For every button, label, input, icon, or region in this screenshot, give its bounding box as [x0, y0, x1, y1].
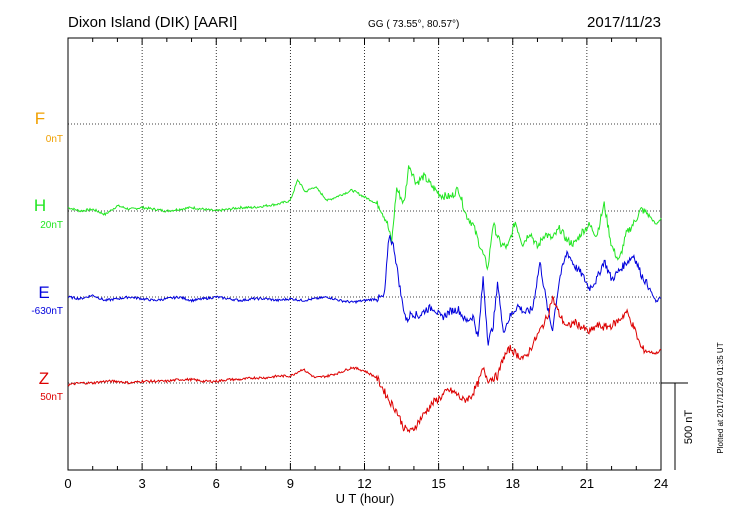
- x-tick-label: 0: [64, 476, 71, 491]
- channel-f-label: F: [35, 109, 45, 128]
- channel-e-offset: -630nT: [31, 306, 63, 317]
- series-lines: [67, 165, 662, 434]
- series-line-z: [67, 295, 662, 434]
- geographic-coords: GG ( 73.55°, 80.57°): [368, 19, 459, 30]
- x-tick-label: 3: [139, 476, 146, 491]
- grid-lines: [68, 38, 661, 470]
- x-axis-ticks: 0 3 6 9 12 15 18 21 24: [64, 38, 668, 491]
- scale-bar-label: 500 nT: [683, 410, 695, 445]
- channel-h-offset: 20nT: [40, 220, 63, 231]
- channel-z-offset: 50nT: [40, 392, 63, 403]
- x-tick-label: 6: [213, 476, 220, 491]
- channel-z-label: Z: [39, 369, 49, 388]
- x-axis-title: U T (hour): [336, 491, 395, 506]
- x-tick-label: 18: [506, 476, 520, 491]
- channel-h-label: H: [34, 196, 46, 215]
- x-tick-label: 12: [357, 476, 371, 491]
- x-tick-label: 9: [287, 476, 294, 491]
- x-tick-label: 15: [431, 476, 445, 491]
- station-title: Dixon Island (DIK) [AARI]: [68, 14, 237, 31]
- x-tick-label: 21: [580, 476, 594, 491]
- date-label: 2017/11/23: [587, 14, 661, 31]
- channel-e-label: E: [38, 283, 49, 302]
- series-line-e: [68, 235, 662, 346]
- plotted-at-note: Plotted at 2017/12/24 01:35 UT: [716, 342, 725, 453]
- series-line-h: [67, 165, 662, 271]
- x-tick-label: 24: [654, 476, 668, 491]
- channel-f-offset: 0nT: [46, 134, 63, 145]
